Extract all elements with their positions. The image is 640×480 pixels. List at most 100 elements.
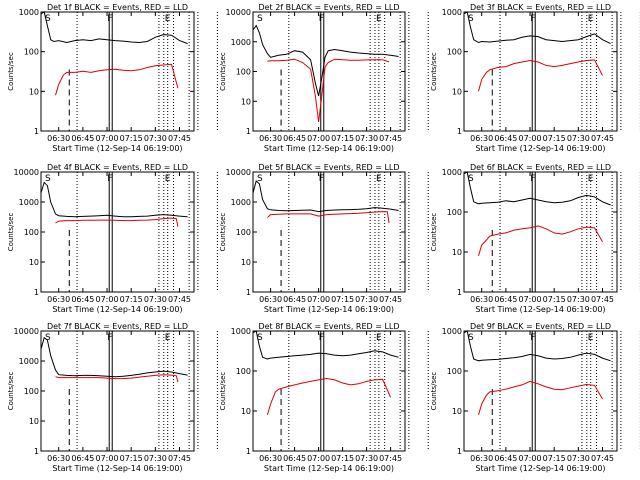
series-events-line <box>40 336 188 378</box>
x-tick-label: 07:30 <box>355 295 378 304</box>
x-tick-label: 07:00 <box>307 454 330 463</box>
chart-panel: S F E 1 10 100 1000 06:30 06:45 07:00 07:15 07:30 07… <box>430 322 640 473</box>
marker-label: F <box>530 333 535 343</box>
y-tick-label: 1000 <box>442 8 462 17</box>
x-axis-label: Start Time (12-Sep-14 06:19:00) <box>264 144 394 153</box>
y-tick-label: 1000 <box>442 327 462 336</box>
x-tick-label: 07:00 <box>519 454 542 463</box>
y-tick-label: 100 <box>447 208 462 217</box>
y-axis-label: Counts/sec <box>430 372 438 411</box>
marker-label: E <box>165 174 171 184</box>
x-axis-label: Start Time (12-Sep-14 06:19:00) <box>475 464 605 473</box>
x-tick-label: 07:45 <box>168 295 191 304</box>
y-tick-label: 100 <box>24 48 39 57</box>
y-tick-label: 100 <box>236 367 251 376</box>
y-tick-label: 1000 <box>231 198 251 207</box>
series-lld-line <box>478 225 603 257</box>
y-tick-label: 10 <box>29 87 39 96</box>
x-tick-label: 07:15 <box>120 134 143 143</box>
y-tick-label: 100 <box>447 367 462 376</box>
x-tick-label: 07:30 <box>567 454 590 463</box>
x-tick-label: 07:30 <box>144 295 167 304</box>
y-tick-label: 10 <box>452 407 462 416</box>
y-tick-label: 1 <box>246 288 251 297</box>
chart-title: Det 2f BLACK = Events, RED = LLD <box>258 3 399 12</box>
series-lld-line <box>266 377 392 416</box>
marker-label: F <box>530 14 535 24</box>
y-tick-label: 10 <box>241 258 251 267</box>
chart-title: Det 7f BLACK = Events, RED = LLD <box>47 322 188 331</box>
x-tick-label: 07:15 <box>120 295 143 304</box>
marker-label: F <box>107 14 112 24</box>
marker-label: S <box>257 14 263 24</box>
x-tick-label: 07:15 <box>331 454 354 463</box>
y-axis-label: Counts/sec <box>219 52 227 91</box>
x-tick-label: 06:45 <box>494 295 517 304</box>
series-events-line <box>463 171 611 206</box>
chart-panel: S F E 1 10 100 1000 06:30 06:45 07:00 07:15 07:30 07… <box>430 163 640 314</box>
x-tick-label: 07:00 <box>96 134 119 143</box>
x-axis-label: Start Time (12-Sep-14 06:19:00) <box>52 464 182 473</box>
chart-title: Det 6f BLACK = Events, RED = LLD <box>470 163 611 172</box>
y-tick-label: 10 <box>452 248 462 257</box>
x-tick-label: 06:30 <box>470 295 493 304</box>
x-tick-label: 06:30 <box>47 454 70 463</box>
x-tick-label: 06:45 <box>71 295 94 304</box>
marker-label: S <box>257 333 263 343</box>
y-tick-label: 1 <box>34 127 39 136</box>
series-lld-line <box>55 63 179 96</box>
y-tick-label: 1 <box>457 288 462 297</box>
series-events-line <box>252 180 399 213</box>
chart-title: Det 3f BLACK = Events, RED = LLD <box>470 3 611 12</box>
marker-label: F <box>107 333 112 343</box>
y-axis-label: Counts/sec <box>219 213 227 252</box>
marker-label: S <box>45 14 51 24</box>
x-tick-label: 07:45 <box>591 454 614 463</box>
y-tick-label: 10 <box>241 407 251 416</box>
series-lld-line <box>55 217 179 227</box>
x-tick-label: 06:30 <box>47 295 70 304</box>
y-tick-label: 100 <box>236 228 251 237</box>
plot-frame <box>463 171 618 293</box>
x-tick-label: 07:15 <box>543 134 566 143</box>
chart-title: Det 9f BLACK = Events, RED = LLD <box>470 322 611 331</box>
series-lld-line <box>478 380 603 416</box>
chart-panel: S F E 1 10 100 1000 06:30 06:45 07:00 07:15 07:30 07… <box>430 3 640 153</box>
marker-label: S <box>45 174 51 184</box>
y-tick-label: 1 <box>34 447 39 456</box>
marker-label: E <box>588 174 594 184</box>
y-tick-label: 10000 <box>14 327 39 336</box>
marker-label: E <box>588 14 594 24</box>
x-tick-label: 07:45 <box>168 454 191 463</box>
x-tick-label: 07:00 <box>519 134 542 143</box>
y-tick-label: 1000 <box>19 198 39 207</box>
y-tick-label: 10 <box>29 417 39 426</box>
y-axis-label: Counts/sec <box>430 213 438 252</box>
plot-frame <box>463 330 618 452</box>
x-tick-label: 07:00 <box>307 295 330 304</box>
marker-label: F <box>319 333 324 343</box>
series-lld-line <box>478 59 603 92</box>
x-tick-label: 07:30 <box>567 134 590 143</box>
y-tick-label: 10 <box>29 258 39 267</box>
x-tick-label: 07:45 <box>379 454 402 463</box>
y-tick-label: 1 <box>246 127 251 136</box>
marker-label: E <box>376 333 382 343</box>
y-tick-label: 10 <box>452 87 462 96</box>
y-tick-label: 1 <box>457 447 462 456</box>
series-events-line <box>40 181 188 218</box>
x-axis-label: Start Time (12-Sep-14 06:19:00) <box>52 305 182 314</box>
x-tick-label: 07:45 <box>379 295 402 304</box>
plot-frame <box>40 330 195 452</box>
chart-title: Det 4f BLACK = Events, RED = LLD <box>47 163 188 172</box>
series-events-line <box>463 330 611 362</box>
marker-label: F <box>530 174 535 184</box>
chart-panel: S F E 1 10 100 1000 06:30 06:45 07:00 07:15 07:30 07… <box>219 322 429 473</box>
x-tick-label: 06:45 <box>283 295 306 304</box>
x-tick-label: 06:45 <box>71 454 94 463</box>
marker-label: F <box>319 14 324 24</box>
y-tick-label: 100 <box>447 48 462 57</box>
marker-label: F <box>319 174 324 184</box>
